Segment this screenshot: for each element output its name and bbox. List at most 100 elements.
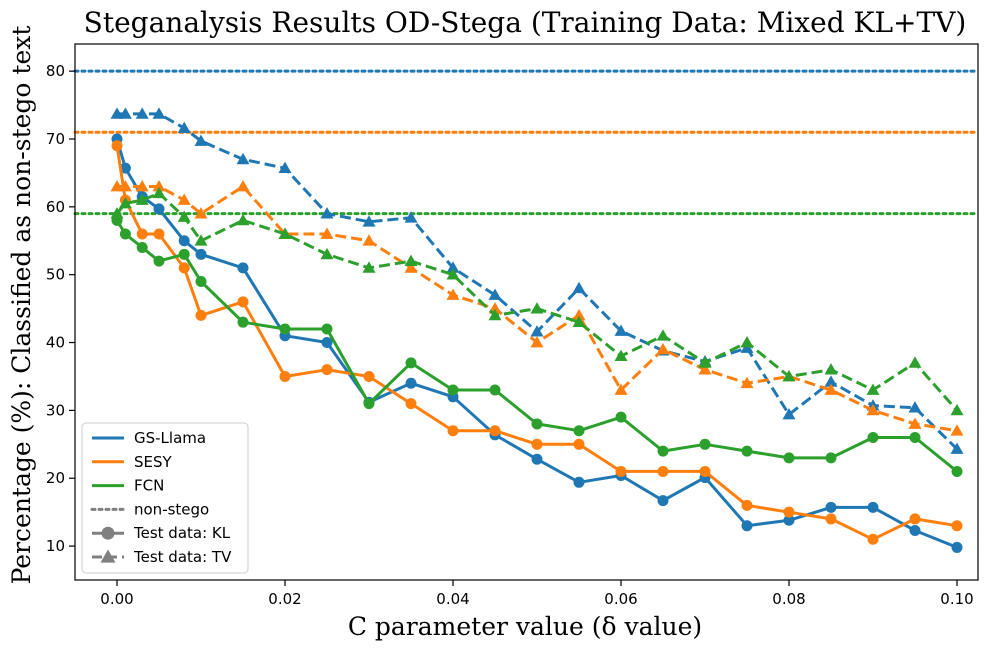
data-point-sesy-tv bbox=[614, 383, 628, 395]
data-point-fcn-kl bbox=[321, 323, 333, 335]
data-point-fcn-kl bbox=[783, 452, 795, 464]
data-point-sesy-kl bbox=[741, 499, 753, 511]
data-point-gs-llama-kl bbox=[237, 262, 249, 274]
x-tick-label: 0.10 bbox=[940, 590, 973, 608]
data-point-fcn-tv bbox=[446, 268, 460, 280]
data-point-gs-llama-kl bbox=[195, 248, 207, 260]
legend: GS-Llama SESY FCN non-stego Test data: KL Tes… bbox=[81, 422, 249, 574]
data-point-fcn-kl bbox=[178, 248, 190, 260]
data-point-gs-llama-tv bbox=[824, 375, 838, 387]
series-sesy-tv bbox=[110, 179, 964, 436]
data-point-fcn-kl bbox=[363, 398, 375, 410]
data-point-sesy-kl bbox=[405, 398, 417, 410]
data-point-gs-llama-kl bbox=[405, 377, 417, 389]
data-point-sesy-kl bbox=[909, 513, 921, 525]
data-point-sesy-kl bbox=[615, 465, 627, 477]
legend-marker-5 bbox=[100, 549, 116, 563]
data-point-gs-llama-kl bbox=[951, 541, 963, 553]
data-point-gs-llama-kl bbox=[178, 235, 190, 247]
data-point-fcn-kl bbox=[573, 425, 585, 437]
y-tick-label: 10 bbox=[46, 537, 65, 555]
data-point-gs-llama-tv bbox=[177, 121, 191, 134]
data-point-gs-llama-tv bbox=[320, 207, 334, 219]
data-point-sesy-tv bbox=[362, 234, 376, 246]
series-line-fcn-tv bbox=[115, 191, 959, 412]
data-point-sesy-kl bbox=[111, 140, 123, 152]
x-tick-label: 0.06 bbox=[604, 590, 637, 608]
data-point-gs-llama-kl bbox=[741, 520, 753, 532]
data-point-gs-llama-kl bbox=[867, 501, 879, 513]
data-point-fcn-tv bbox=[950, 403, 964, 416]
data-point-sesy-tv bbox=[740, 376, 754, 389]
data-point-sesy-tv bbox=[320, 227, 334, 239]
x-axis-label: C parameter value (δ value) bbox=[348, 612, 702, 641]
data-point-fcn-tv bbox=[698, 356, 712, 368]
series-fcn-kl bbox=[111, 214, 963, 477]
data-point-sesy-kl bbox=[321, 364, 333, 376]
data-point-fcn-kl bbox=[279, 323, 291, 335]
data-point-fcn-kl bbox=[867, 432, 879, 444]
data-point-sesy-tv bbox=[698, 363, 712, 375]
data-point-fcn-tv bbox=[572, 315, 586, 328]
x-tick-label: 0.00 bbox=[100, 590, 133, 608]
data-point-fcn-tv bbox=[135, 193, 149, 205]
data-point-fcn-tv bbox=[908, 356, 922, 368]
data-point-fcn-tv bbox=[866, 383, 880, 395]
data-point-gs-llama-kl bbox=[153, 203, 165, 215]
data-point-fcn-kl bbox=[531, 418, 543, 430]
data-point-gs-llama-tv bbox=[236, 152, 250, 165]
legend-label: Test data: TV bbox=[133, 548, 232, 566]
data-point-gs-llama-tv bbox=[488, 288, 502, 300]
data-point-fcn-tv bbox=[656, 329, 670, 341]
data-point-fcn-kl bbox=[153, 255, 165, 267]
data-point-gs-llama-kl bbox=[825, 501, 837, 513]
y-tick-label: 70 bbox=[46, 130, 65, 148]
series-gs-llama-tv bbox=[110, 107, 964, 454]
data-point-sesy-kl bbox=[237, 296, 249, 308]
x-tick-label: 0.02 bbox=[268, 590, 301, 608]
non-stego-reference-lines bbox=[73, 69, 980, 216]
legend-label: Test data: KL bbox=[133, 524, 231, 542]
data-point-sesy-tv bbox=[530, 336, 544, 348]
data-point-fcn-kl bbox=[237, 316, 249, 328]
series-fcn-tv bbox=[110, 186, 964, 416]
x-axis-ticks: 0.00 0.02 0.04 0.06 0.08 0.10 bbox=[100, 580, 974, 608]
data-point-fcn-kl bbox=[119, 228, 131, 240]
data-point-fcn-tv bbox=[530, 302, 544, 314]
data-point-fcn-tv bbox=[488, 308, 502, 321]
legend-marker-4 bbox=[101, 526, 115, 540]
data-point-sesy-kl bbox=[195, 309, 207, 321]
data-point-fcn-kl bbox=[951, 465, 963, 477]
data-point-sesy-kl bbox=[136, 228, 148, 240]
data-point-fcn-kl bbox=[657, 445, 669, 457]
data-point-gs-llama-tv bbox=[446, 261, 460, 273]
y-tick-label: 30 bbox=[46, 401, 65, 419]
data-point-gs-llama-tv bbox=[194, 134, 208, 146]
data-point-fcn-tv bbox=[320, 247, 334, 260]
data-point-sesy-kl bbox=[699, 465, 711, 477]
series-layer bbox=[110, 107, 964, 553]
x-tick-label: 0.04 bbox=[436, 590, 469, 608]
data-point-gs-llama-tv bbox=[572, 281, 586, 294]
legend-label: SESY bbox=[134, 453, 173, 471]
data-point-gs-llama-tv bbox=[782, 407, 796, 420]
data-point-sesy-kl bbox=[531, 438, 543, 450]
y-axis-ticks: 10 20 30 40 50 60 70 80 bbox=[46, 62, 75, 555]
data-point-gs-llama-kl bbox=[783, 514, 795, 526]
y-tick-label: 20 bbox=[46, 469, 65, 487]
data-point-sesy-tv bbox=[152, 179, 166, 192]
data-point-fcn-kl bbox=[741, 445, 753, 457]
data-point-sesy-kl bbox=[657, 465, 669, 477]
series-line-sesy-tv bbox=[117, 185, 958, 433]
data-point-sesy-tv bbox=[446, 288, 460, 300]
data-point-gs-llama-kl bbox=[909, 524, 921, 536]
data-point-fcn-kl bbox=[405, 357, 417, 369]
y-axis-label: Percentage (%): Classified as non-stego … bbox=[7, 26, 36, 585]
data-point-fcn-tv bbox=[278, 227, 292, 239]
data-point-sesy-kl bbox=[178, 262, 190, 274]
data-point-sesy-kl bbox=[363, 370, 375, 382]
y-tick-label: 60 bbox=[46, 198, 65, 216]
data-point-sesy-kl bbox=[573, 438, 585, 450]
data-point-gs-llama-kl bbox=[657, 495, 669, 507]
